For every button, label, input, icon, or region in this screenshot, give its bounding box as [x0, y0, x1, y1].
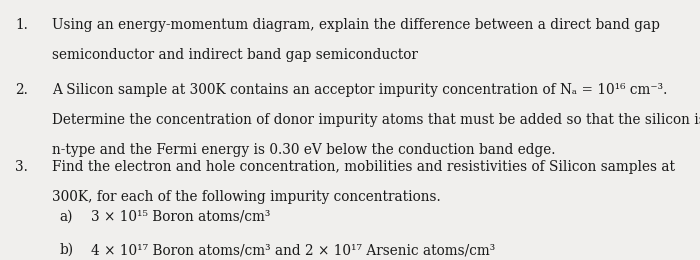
Text: 300K, for each of the following impurity concentrations.: 300K, for each of the following impurity…	[52, 190, 441, 204]
Text: 4 × 10¹⁷ Boron atoms/cm³ and 2 × 10¹⁷ Arsenic atoms/cm³: 4 × 10¹⁷ Boron atoms/cm³ and 2 × 10¹⁷ Ar…	[91, 243, 496, 257]
Text: semiconductor and indirect band gap semiconductor: semiconductor and indirect band gap semi…	[52, 48, 419, 62]
Text: 3.: 3.	[15, 160, 28, 174]
Text: A Silicon sample at 300K contains an acceptor impurity concentration of Nₐ = 10¹: A Silicon sample at 300K contains an acc…	[52, 83, 668, 97]
Text: 1.: 1.	[15, 18, 28, 32]
Text: a): a)	[60, 209, 73, 223]
Text: Using an energy-momentum diagram, explain the difference between a direct band g: Using an energy-momentum diagram, explai…	[52, 18, 660, 32]
Text: n-type and the Fermi energy is 0.30 eV below the conduction band edge.: n-type and the Fermi energy is 0.30 eV b…	[52, 143, 556, 157]
Text: b): b)	[60, 243, 74, 257]
Text: Find the electron and hole concentration, mobilities and resistivities of Silico: Find the electron and hole concentration…	[52, 160, 676, 174]
Text: Determine the concentration of donor impurity atoms that must be added so that t: Determine the concentration of donor imp…	[52, 113, 700, 127]
Text: 2.: 2.	[15, 83, 28, 97]
Text: 3 × 10¹⁵ Boron atoms/cm³: 3 × 10¹⁵ Boron atoms/cm³	[91, 209, 270, 223]
